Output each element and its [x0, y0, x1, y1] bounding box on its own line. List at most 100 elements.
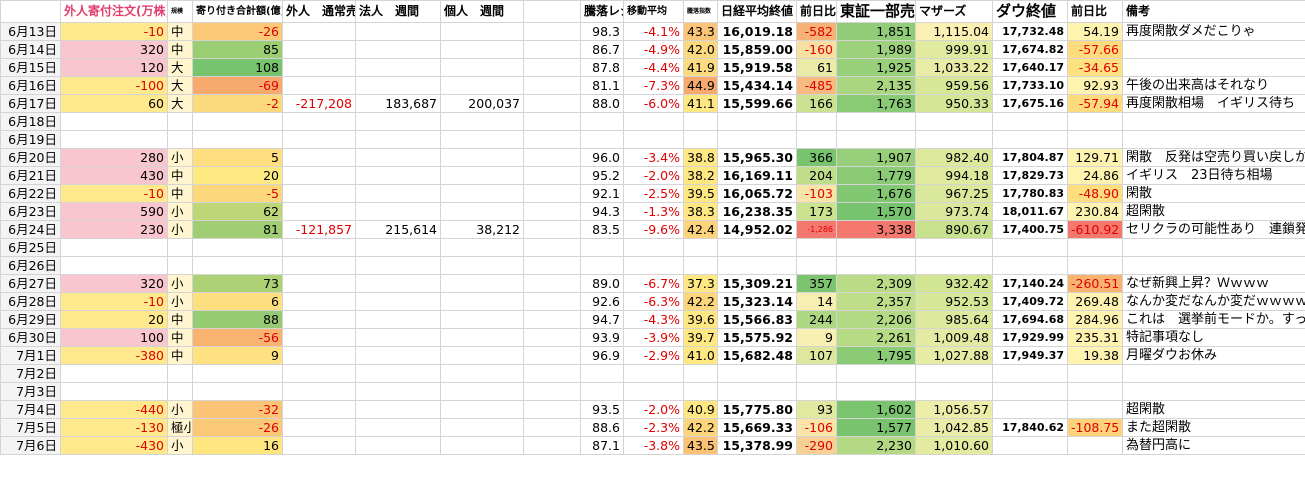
cell: [717, 130, 797, 149]
cell: -4.1%: [623, 22, 684, 41]
cell: 94.7: [580, 310, 624, 329]
cell: 269.48: [1067, 292, 1123, 311]
cell: 950.33: [915, 94, 993, 113]
cell: 88: [192, 310, 283, 329]
header-cell: 騰落レシオ: [580, 0, 624, 23]
cell: 17,780.83: [992, 184, 1068, 203]
table-row: 6月30日 100 中 -56 93.9 -3.9% 39.7 15,575.92 9 2,261…: [0, 328, 1305, 347]
cell: -103: [796, 184, 837, 203]
cell: 985.64: [915, 310, 993, 329]
table-row: 6月24日 230 小 81 -121,857 215,614 38,212 83.5 -9.6…: [0, 220, 1305, 239]
cell: 17,640.17: [992, 58, 1068, 77]
table-row: 6月21日 430 中 20 95.2 -2.0% 38.2 16,169.11 204 1,77…: [0, 166, 1305, 185]
cell: [915, 112, 993, 131]
cell: 43.5: [683, 436, 718, 455]
cell: 15,919.58: [717, 58, 797, 77]
cell: 中: [167, 328, 193, 347]
cell: [523, 148, 581, 167]
table-row: 6月28日 -10 小 6 92.6 -6.3% 42.2 15,323.14 14 2,357 9…: [0, 292, 1305, 311]
cell: 極小: [167, 418, 193, 437]
cell: -69: [192, 76, 283, 95]
cell: [580, 382, 624, 401]
cell: [355, 112, 441, 131]
table-row: 6月29日 20 中 88 94.7 -4.3% 39.6 15,566.83 244 2,206…: [0, 310, 1305, 329]
cell: 再度閑散ダメだこりゃ: [1122, 22, 1305, 41]
cell: 54.19: [1067, 22, 1123, 41]
cell: -380: [60, 346, 168, 365]
cell: [282, 166, 356, 185]
cell: [440, 364, 524, 383]
table-row: 6月13日 -10 中 -26 98.3 -4.1% 43.3 16,019.18 -582 1,…: [0, 22, 1305, 41]
cell: -48.90: [1067, 184, 1123, 203]
cell: 93.9: [580, 328, 624, 347]
cell: [440, 130, 524, 149]
cell: [717, 238, 797, 257]
cell: -610.92: [1067, 220, 1123, 239]
cell: 1,989: [836, 40, 916, 59]
cell: 183,687: [355, 94, 441, 113]
cell: 14,952.02: [717, 220, 797, 239]
cell: [523, 220, 581, 239]
date-cell: 6月25日: [0, 238, 61, 257]
cell: 1,115.04: [915, 22, 993, 41]
header-cell: 騰落指数: [683, 0, 718, 23]
cell: [355, 184, 441, 203]
header-cell: 規模: [167, 0, 193, 23]
cell: 1,795: [836, 346, 916, 365]
cell: 2,135: [836, 76, 916, 95]
cell: 18,011.67: [992, 202, 1068, 221]
cell: [355, 400, 441, 419]
cell: 230: [60, 220, 168, 239]
cell: -4.4%: [623, 58, 684, 77]
cell: [355, 130, 441, 149]
date-cell: 6月28日: [0, 292, 61, 311]
cell: 16,238.35: [717, 202, 797, 221]
cell: 1,907: [836, 148, 916, 167]
cell: -485: [796, 76, 837, 95]
cell: [523, 130, 581, 149]
cell: 17,400.75: [992, 220, 1068, 239]
cell: [282, 292, 356, 311]
date-cell: 6月29日: [0, 310, 61, 329]
cell: -57.94: [1067, 94, 1123, 113]
cell: [60, 256, 168, 275]
cell: -32: [192, 400, 283, 419]
cell: 大: [167, 76, 193, 95]
cell: [1067, 112, 1123, 131]
cell: なぜ新興上昇？Ｗｗｗｗ: [1122, 274, 1305, 293]
cell: [355, 76, 441, 95]
header-cell: 法人 週間: [355, 0, 441, 23]
cell: 62: [192, 202, 283, 221]
cell: 215,614: [355, 220, 441, 239]
cell: 320: [60, 274, 168, 293]
cell: 320: [60, 40, 168, 59]
cell: -290: [796, 436, 837, 455]
cell: -3.4%: [623, 148, 684, 167]
cell: [1122, 112, 1305, 131]
cell: -130: [60, 418, 168, 437]
cell: 40.9: [683, 400, 718, 419]
cell: 1,763: [836, 94, 916, 113]
cell: 17,732.48: [992, 22, 1068, 41]
cell: [915, 238, 993, 257]
cell: -3.8%: [623, 436, 684, 455]
cell: [282, 418, 356, 437]
header-cell: [523, 0, 581, 23]
cell: 15,434.14: [717, 76, 797, 95]
cell: [355, 274, 441, 293]
cell: [440, 382, 524, 401]
cell: 430: [60, 166, 168, 185]
cell: [683, 130, 718, 149]
cell: 17,949.37: [992, 346, 1068, 365]
date-cell: 7月3日: [0, 382, 61, 401]
cell: 100: [60, 328, 168, 347]
cell: [355, 292, 441, 311]
cell: [60, 112, 168, 131]
cell: 41.1: [683, 94, 718, 113]
cell: 42.2: [683, 292, 718, 311]
cell: [523, 382, 581, 401]
cell: なんか変だなんか変だｗｗｗｗ: [1122, 292, 1305, 311]
cell: 89.0: [580, 274, 624, 293]
